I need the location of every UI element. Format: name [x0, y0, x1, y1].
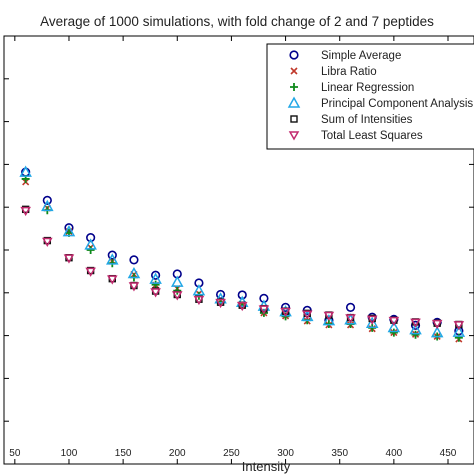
data-point: [151, 270, 161, 280]
data-point: [151, 280, 160, 289]
data-point: [236, 301, 248, 312]
x-axis: 50 100 150 200 250 300 350 400 450: [9, 36, 457, 464]
legend-label: Total Least Squares: [321, 130, 423, 142]
data-point: [409, 323, 422, 335]
legend-label: Simple Average: [321, 50, 401, 62]
data-point: [365, 316, 379, 328]
data-point: [192, 284, 206, 296]
legend-label: Linear Regression: [321, 82, 414, 94]
data-point: [214, 292, 227, 304]
legend-entry: Sum of Intensities: [290, 114, 413, 126]
data-point: [62, 225, 76, 237]
data-point: [280, 302, 291, 312]
data-point: [171, 291, 183, 301]
data-point: [107, 250, 117, 260]
data-point: [389, 328, 398, 337]
x-tick-label: 50: [9, 448, 21, 459]
legend-entry: Linear Regression: [290, 82, 414, 94]
data-point: [430, 326, 444, 338]
x-tick-label: 300: [277, 448, 294, 459]
legend-label: Sum of Intensities: [321, 114, 413, 126]
legend-entry: Total Least Squares: [288, 130, 423, 142]
data-point: [387, 320, 401, 333]
legend-entry: Libra Ratio: [290, 66, 377, 78]
data-point: [63, 254, 75, 264]
data-point: [301, 310, 313, 320]
data-point: [20, 206, 31, 217]
legend-marker: [290, 83, 298, 91]
x-tick-label: 250: [223, 448, 240, 459]
data-point: [42, 237, 53, 247]
data-point: [86, 246, 95, 254]
data-point: [388, 316, 400, 327]
data-point: [345, 302, 356, 312]
legend-label: Principal Component Analysis: [321, 98, 473, 110]
series-triangle-down: [20, 206, 465, 331]
legend-marker: [287, 96, 301, 108]
x-axis-label: Intensity: [242, 459, 291, 474]
data-point: [345, 314, 356, 324]
data-point: [170, 275, 184, 287]
legend-marker: [289, 50, 299, 60]
legend-label: Libra Ratio: [321, 66, 377, 78]
chart-title: Average of 1000 simulations, with fold c…: [40, 14, 434, 29]
legend-box: [266, 43, 474, 150]
legend-marker: [288, 131, 300, 141]
data-point: [107, 275, 118, 285]
data-point: [173, 286, 182, 295]
data-point: [193, 295, 205, 306]
data-point: [411, 330, 420, 339]
legend-marker: [290, 115, 298, 123]
data-point: [127, 266, 141, 279]
data-point: [453, 321, 465, 331]
x-tick-label: 350: [331, 448, 348, 459]
data-point: [106, 253, 119, 265]
data-point: [258, 305, 270, 315]
data-point: [128, 282, 140, 292]
data-point: [454, 333, 463, 342]
data-point: [215, 298, 226, 309]
x-tick-label: 450: [440, 448, 457, 459]
data-point: [452, 325, 466, 337]
series-layer: [19, 165, 466, 343]
data-point: [149, 272, 162, 284]
data-point: [302, 305, 312, 315]
data-point: [431, 319, 443, 330]
data-point: [366, 315, 378, 325]
x-tick-label: 150: [115, 448, 132, 459]
legend-entry: Principal Component Analysis: [287, 96, 473, 110]
legend-entries: Simple Average Libra Ratio Linear Regressi…: [287, 50, 473, 142]
data-point: [42, 195, 52, 205]
data-point: [150, 288, 161, 298]
x-tick-label: 200: [169, 448, 186, 459]
data-point: [410, 318, 421, 328]
data-point: [280, 307, 291, 318]
data-point: [84, 238, 97, 250]
data-point: [410, 320, 421, 330]
legend-marker: [290, 67, 298, 75]
data-point: [41, 199, 54, 212]
data-point: [323, 311, 335, 321]
data-point: [322, 314, 336, 326]
legend-entry: Simple Average: [289, 50, 401, 62]
x-tick-label: 100: [61, 448, 78, 459]
data-point: [85, 267, 96, 277]
data-point: [19, 165, 32, 177]
legend: Simple Average Libra Ratio Linear Regressi…: [266, 43, 474, 150]
x-tick-label: 400: [386, 448, 403, 459]
data-point: [129, 255, 139, 265]
